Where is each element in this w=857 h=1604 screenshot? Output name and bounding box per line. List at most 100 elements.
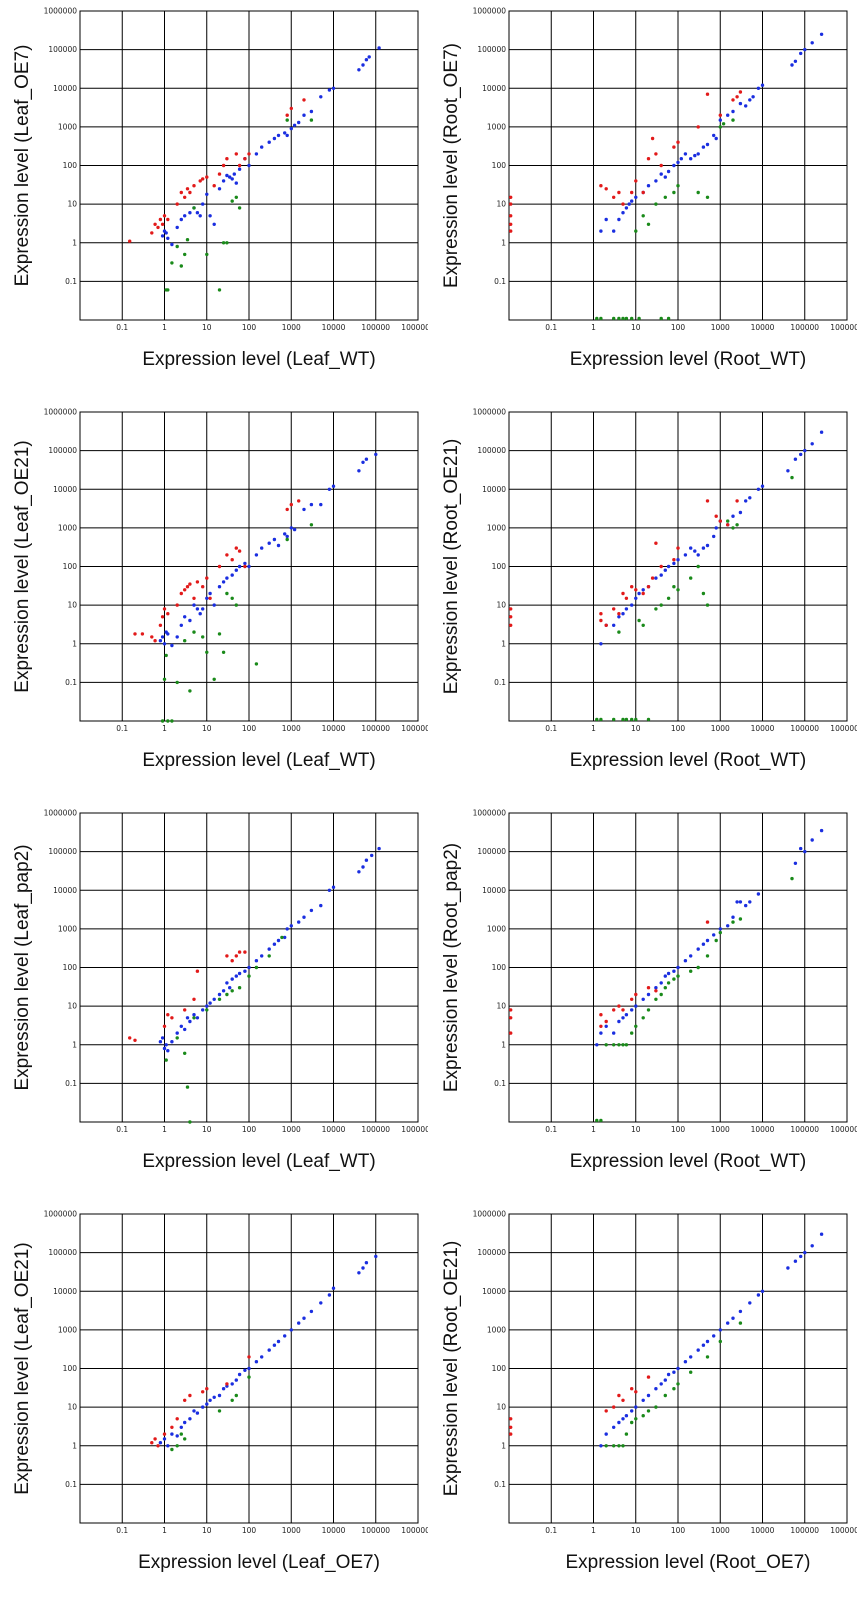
data-point-blue <box>188 1417 192 1421</box>
y-tick-label: 10 <box>67 601 77 610</box>
data-point-green <box>659 992 663 997</box>
y-tick-label: 10 <box>496 601 506 610</box>
data-point-blue <box>297 1321 301 1325</box>
data-point-blue <box>621 211 625 215</box>
data-point-red <box>185 187 190 191</box>
data-point-red <box>718 519 722 523</box>
x-tick-label: 10 <box>631 724 641 733</box>
data-point-green <box>247 974 251 978</box>
data-point-blue <box>221 989 226 993</box>
data-point-green <box>267 954 271 958</box>
data-point-blue <box>744 499 748 503</box>
x-tick-label: 100000 <box>361 323 390 332</box>
data-point-blue <box>712 534 716 539</box>
data-point-blue <box>267 541 271 545</box>
scatter-panel-3: 0.1 1 10 100 1000 10000 100000 1000000 0.1 1 10 100… <box>0 401 428 802</box>
data-point-red <box>672 558 676 562</box>
data-point-red <box>225 954 229 958</box>
data-point-blue <box>289 1328 293 1332</box>
data-point-green <box>205 252 209 257</box>
data-point-green <box>659 603 663 607</box>
x-tick-label: 0.1 <box>545 323 557 332</box>
data-point-blue <box>237 971 242 976</box>
x-axis-label: Expression level (Leaf_OE7) <box>138 1552 380 1573</box>
data-point-red <box>654 989 658 993</box>
data-point-blue <box>370 853 374 858</box>
data-point-red <box>630 997 634 1001</box>
data-point-red <box>192 596 196 600</box>
data-point-blue <box>810 1244 814 1248</box>
data-point-blue <box>292 123 297 128</box>
data-point-red <box>621 1398 625 1402</box>
data-point-blue <box>672 1370 676 1374</box>
data-point-blue <box>718 118 722 122</box>
data-point-red <box>654 152 658 156</box>
y-axis-label: Expression level (Leaf_OE21) <box>12 1242 33 1494</box>
data-point-blue <box>170 242 174 247</box>
data-point-green <box>637 618 641 623</box>
data-point-green <box>183 1437 187 1441</box>
data-point-green <box>599 1118 603 1123</box>
y-tick-label: 10000 <box>53 84 77 93</box>
data-point-red <box>205 175 209 179</box>
data-point-red <box>162 1432 167 1436</box>
data-point-blue <box>309 908 314 913</box>
data-point-green <box>612 717 616 722</box>
y-tick-label: 1000 <box>487 1325 506 1334</box>
data-point-blue <box>364 858 369 862</box>
data-point-red <box>183 195 187 199</box>
data-point-blue <box>357 469 361 473</box>
y-tick-label: 1 <box>501 1040 506 1049</box>
data-point-blue <box>254 959 259 963</box>
data-point-blue <box>166 1444 170 1448</box>
data-point-blue <box>217 1393 222 1398</box>
x-tick-label: 1 <box>591 724 596 733</box>
data-point-blue <box>198 214 202 218</box>
x-tick-label: 100000 <box>790 724 819 733</box>
data-point-blue <box>712 1334 716 1338</box>
y-tick-label: 1 <box>72 639 77 648</box>
data-point-green <box>170 261 174 265</box>
data-point-green <box>185 238 190 242</box>
y-tick-label: 1000 <box>58 1325 77 1334</box>
data-point-blue <box>221 179 226 183</box>
data-point-blue <box>701 546 706 550</box>
data-point-blue <box>201 607 205 611</box>
scatter-panel-7: 0.1 1 10 100 1000 10000 100000 1000000 0.1 1 10 100… <box>0 1203 428 1604</box>
data-point-blue <box>319 95 323 99</box>
data-point-green <box>676 588 680 592</box>
data-point-blue <box>237 167 242 171</box>
data-point-blue <box>646 184 651 188</box>
x-tick-label: 100 <box>242 323 257 332</box>
data-point-green <box>188 1120 192 1124</box>
data-point-green <box>624 316 629 321</box>
data-point-red <box>237 549 242 553</box>
y-tick-label: 10000 <box>53 485 77 494</box>
data-point-blue <box>672 163 676 168</box>
data-point-blue <box>676 558 680 562</box>
data-point-red <box>162 214 167 218</box>
data-point-red <box>237 950 242 954</box>
data-point-blue <box>272 136 277 141</box>
data-point-blue <box>786 469 790 473</box>
data-point-green <box>175 1444 179 1448</box>
data-point-blue <box>676 160 680 165</box>
data-point-green <box>205 1008 209 1012</box>
y-tick-label: 1 <box>72 1441 77 1450</box>
data-point-blue <box>364 457 369 461</box>
data-point-blue <box>634 195 638 199</box>
data-point-blue <box>621 1417 625 1421</box>
y-tick-label: 10 <box>496 1403 506 1412</box>
y-tick-label: 100000 <box>477 847 506 856</box>
data-point-blue <box>666 971 671 976</box>
data-point-blue <box>599 642 603 646</box>
y-tick-label: 100 <box>492 161 507 170</box>
data-point-blue <box>166 236 170 240</box>
data-point-blue <box>377 846 381 851</box>
x-tick-label: 10 <box>202 1526 212 1535</box>
data-point-blue <box>683 152 688 156</box>
y-tick-label: 100000 <box>48 1248 77 1257</box>
data-point-blue <box>361 63 365 67</box>
data-point-blue <box>718 1328 722 1332</box>
data-point-blue <box>654 1387 658 1391</box>
